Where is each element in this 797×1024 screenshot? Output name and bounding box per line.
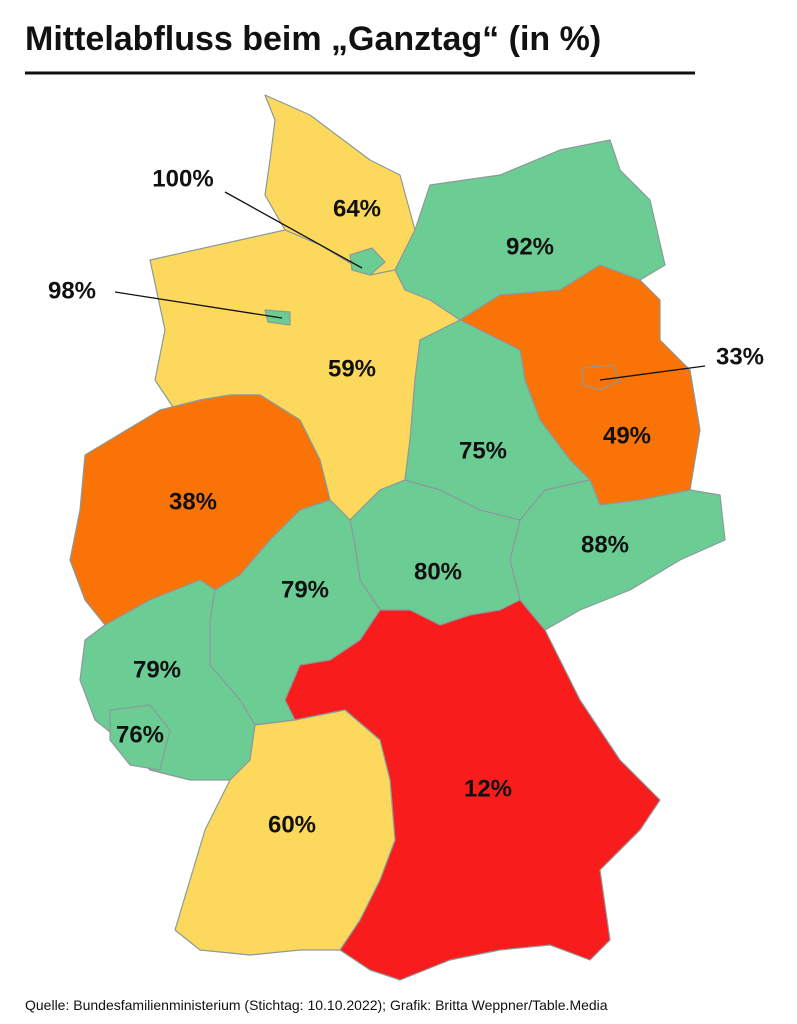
leader-line [599, 365, 706, 381]
title: Mittelabfluss beim „Ganztag“ (in %) [25, 20, 601, 58]
region-label: 100% [152, 165, 213, 192]
region-label: 64% [333, 195, 381, 222]
region-label: 79% [133, 656, 181, 683]
map [69, 94, 726, 981]
region-label: 33% [716, 343, 764, 370]
region-label: 92% [506, 233, 554, 260]
region-label: 38% [169, 488, 217, 515]
leader-line [224, 191, 363, 269]
region-label: 76% [116, 721, 164, 748]
berlin [581, 364, 621, 391]
region-label: 88% [581, 531, 629, 558]
region-label: 59% [328, 355, 376, 382]
region-label: 80% [414, 558, 462, 585]
leader-line [114, 291, 283, 319]
region-label: 60% [268, 811, 316, 838]
region-label: 49% [603, 422, 651, 449]
source: Quelle: Bundesfamilienministerium (Stich… [25, 997, 608, 1013]
region-label: 12% [464, 775, 512, 802]
baden-wuerttemberg [174, 709, 396, 956]
region-label: 98% [48, 277, 96, 304]
saarland [109, 704, 171, 771]
region-label: 75% [459, 437, 507, 464]
region-label: 79% [281, 576, 329, 603]
hamburg [349, 247, 386, 276]
